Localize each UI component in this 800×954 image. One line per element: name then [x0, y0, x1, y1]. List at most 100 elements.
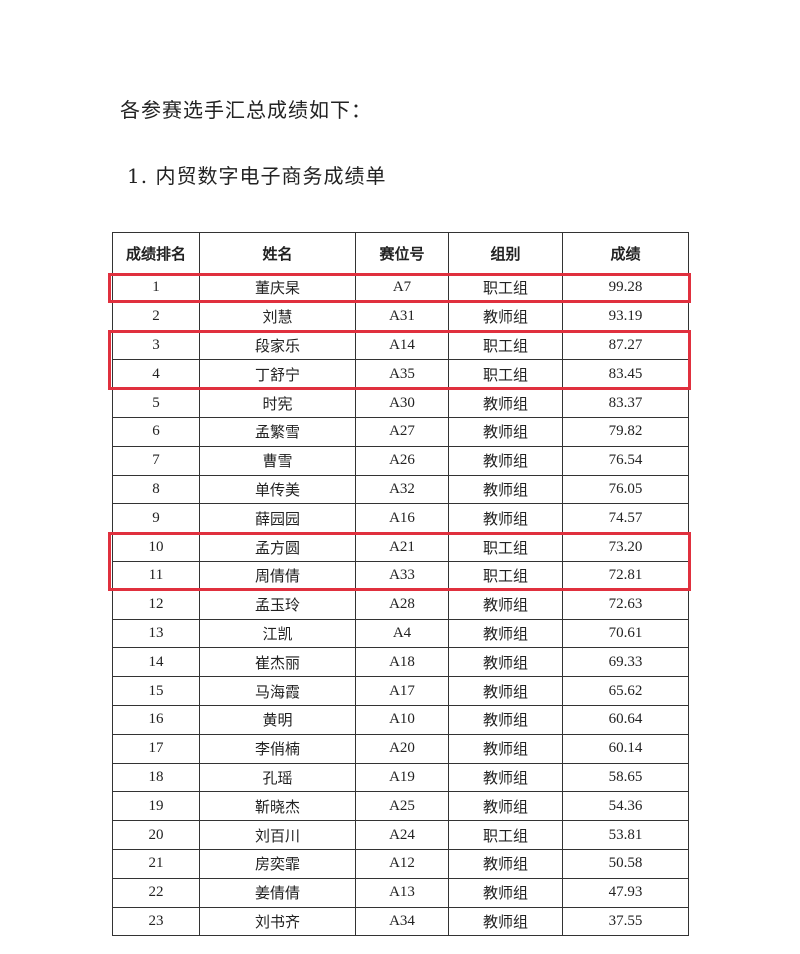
table-row: 6 孟繁雪 A27 教师组 79.82 — [112, 416, 689, 447]
table-row: 19 靳晓杰 A25 教师组 54.36 — [112, 791, 689, 822]
cell-seat: A10 — [355, 704, 449, 735]
cell-name: 丁舒宁 — [199, 359, 356, 390]
table-row: 14 崔杰丽 A18 教师组 69.33 — [112, 647, 689, 678]
cell-name: 姜倩倩 — [199, 877, 356, 908]
cell-rank: 15 — [112, 676, 200, 706]
cell-group: 教师组 — [448, 416, 563, 447]
cell-group: 教师组 — [448, 704, 563, 735]
cell-group: 教师组 — [448, 762, 563, 793]
cell-rank: 21 — [112, 848, 200, 879]
cell-rank: 6 — [112, 416, 200, 447]
table-row: 9 薛园园 A16 教师组 74.57 — [112, 503, 689, 534]
cell-seat: A32 — [355, 474, 449, 505]
cell-score: 70.61 — [562, 618, 689, 649]
cell-name: 单传美 — [199, 474, 356, 505]
cell-score: 60.14 — [562, 733, 689, 764]
cell-name: 曹雪 — [199, 445, 356, 476]
cell-seat: A20 — [355, 733, 449, 764]
cell-seat: A27 — [355, 416, 449, 447]
cell-group: 教师组 — [448, 618, 563, 649]
cell-rank: 20 — [112, 820, 200, 850]
cell-seat: A24 — [355, 820, 449, 850]
cell-score: 37.55 — [562, 906, 689, 937]
cell-name: 孟玉玲 — [199, 589, 356, 620]
cell-seat: A21 — [355, 532, 449, 562]
table-row: 17 李俏楠 A20 教师组 60.14 — [112, 733, 689, 764]
table-row: 13 江凯 A4 教师组 70.61 — [112, 618, 689, 649]
cell-score: 60.64 — [562, 704, 689, 735]
table-row: 22 姜倩倩 A13 教师组 47.93 — [112, 877, 689, 908]
cell-name: 刘百川 — [199, 820, 356, 850]
cell-score: 54.36 — [562, 791, 689, 822]
table-row: 4 丁舒宁 A35 职工组 83.45 — [112, 359, 689, 390]
cell-score: 53.81 — [562, 820, 689, 850]
cell-rank: 5 — [112, 388, 200, 418]
cell-name: 江凯 — [199, 618, 356, 649]
cell-name: 薛园园 — [199, 503, 356, 534]
header-score: 成绩 — [562, 232, 689, 274]
cell-name: 周倩倩 — [199, 560, 356, 591]
cell-seat: A16 — [355, 503, 449, 534]
table-row: 2 刘慧 A31 教师组 93.19 — [112, 301, 689, 332]
table-header-row: 成绩排名 姓名 赛位号 组别 成绩 — [112, 232, 689, 274]
cell-group: 教师组 — [448, 733, 563, 764]
cell-name: 孟方圆 — [199, 532, 356, 562]
cell-rank: 17 — [112, 733, 200, 764]
cell-score: 65.62 — [562, 676, 689, 706]
cell-seat: A31 — [355, 301, 449, 332]
cell-group: 教师组 — [448, 503, 563, 534]
table-row: 15 马海霞 A17 教师组 65.62 — [112, 676, 689, 706]
cell-name: 靳晓杰 — [199, 791, 356, 822]
cell-name: 房奕霏 — [199, 848, 356, 879]
cell-group: 职工组 — [448, 560, 563, 591]
cell-score: 83.45 — [562, 359, 689, 390]
cell-score: 58.65 — [562, 762, 689, 793]
cell-score: 69.33 — [562, 647, 689, 678]
cell-seat: A26 — [355, 445, 449, 476]
table-body: 1 董庆杲 A7 职工组 99.28 2 刘慧 A31 教师组 93.19 3 段家乐 A14 职工组 87… — [112, 273, 689, 937]
cell-group: 教师组 — [448, 848, 563, 879]
cell-score: 93.19 — [562, 301, 689, 332]
cell-score: 47.93 — [562, 877, 689, 908]
cell-score: 76.05 — [562, 474, 689, 505]
cell-score: 50.58 — [562, 848, 689, 879]
highlight-box — [108, 531, 691, 592]
cell-seat: A12 — [355, 848, 449, 879]
intro-text: 各参赛选手汇总成绩如下： — [120, 98, 372, 122]
cell-score: 72.63 — [562, 589, 689, 620]
header-name: 姓名 — [199, 232, 356, 274]
cell-group: 教师组 — [448, 906, 563, 937]
header-rank: 成绩排名 — [112, 232, 200, 274]
cell-rank: 16 — [112, 704, 200, 735]
header-seat: 赛位号 — [355, 232, 449, 274]
cell-name: 马海霞 — [199, 676, 356, 706]
cell-group: 教师组 — [448, 877, 563, 908]
cell-seat: A25 — [355, 791, 449, 822]
header-group: 组别 — [448, 232, 563, 274]
cell-score: 83.37 — [562, 388, 689, 418]
cell-group: 教师组 — [448, 647, 563, 678]
table-row: 8 单传美 A32 教师组 76.05 — [112, 474, 689, 505]
highlight-box — [108, 272, 691, 304]
cell-name: 李俏楠 — [199, 733, 356, 764]
cell-rank: 13 — [112, 618, 200, 649]
table-row: 20 刘百川 A24 职工组 53.81 — [112, 820, 689, 850]
cell-name: 刘慧 — [199, 301, 356, 332]
cell-seat: A28 — [355, 589, 449, 620]
cell-rank: 18 — [112, 762, 200, 793]
cell-group: 教师组 — [448, 589, 563, 620]
cell-score: 79.82 — [562, 416, 689, 447]
table-row: 23 刘书齐 A34 教师组 37.55 — [112, 906, 689, 937]
cell-seat: A34 — [355, 906, 449, 937]
cell-name: 崔杰丽 — [199, 647, 356, 678]
cell-score: 76.54 — [562, 445, 689, 476]
cell-group: 教师组 — [448, 388, 563, 418]
cell-name: 孔瑶 — [199, 762, 356, 793]
highlight-box — [108, 330, 691, 390]
cell-rank: 2 — [112, 301, 200, 332]
table-row: 5 时宪 A30 教师组 83.37 — [112, 388, 689, 418]
table-row: 16 黄明 A10 教师组 60.64 — [112, 704, 689, 735]
table-row: 3 段家乐 A14 职工组 87.27 — [112, 330, 689, 361]
cell-group: 职工组 — [448, 820, 563, 850]
table-row: 12 孟玉玲 A28 教师组 72.63 — [112, 589, 689, 620]
